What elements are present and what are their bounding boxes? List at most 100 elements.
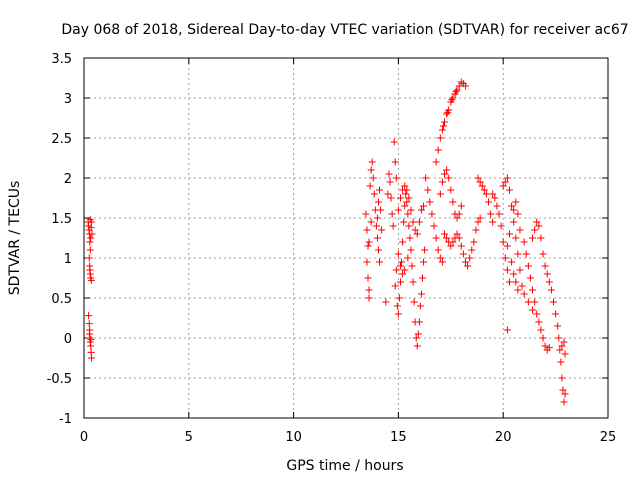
data-point: [86, 246, 94, 254]
data-point: [444, 108, 452, 116]
data-point: [387, 194, 395, 202]
data-point: [403, 186, 411, 194]
data-point: [395, 294, 403, 302]
data-point: [436, 134, 444, 142]
data-point: [413, 230, 421, 238]
data-point: [514, 250, 522, 258]
data-point: [539, 250, 547, 258]
data-point: [453, 214, 461, 222]
y-tick-label: 0.5: [51, 292, 72, 307]
data-point: [443, 234, 451, 242]
data-point: [545, 278, 553, 286]
data-point: [434, 246, 442, 254]
data-point: [560, 338, 568, 346]
data-point: [366, 182, 374, 190]
data-point: [364, 274, 372, 282]
data-point: [448, 96, 456, 104]
data-point: [543, 270, 551, 278]
data-point: [518, 282, 526, 290]
x-tick-label: 0: [80, 430, 88, 445]
data-point: [505, 230, 513, 238]
y-tick-label: 3.5: [51, 52, 72, 67]
chart-title: Day 068 of 2018, Sidereal Day-to-day VTE…: [61, 22, 628, 38]
data-point: [466, 254, 474, 262]
y-axis-label: SDTVAR / TECUs: [7, 181, 23, 296]
y-tick-label: 3: [64, 92, 72, 107]
data-point: [552, 310, 560, 318]
data-point: [85, 320, 93, 328]
data-point: [545, 344, 553, 352]
data-point: [485, 198, 493, 206]
data-point: [417, 290, 425, 298]
data-point: [503, 326, 511, 334]
data-point: [432, 158, 440, 166]
data-point: [441, 170, 449, 178]
data-point: [478, 182, 486, 190]
data-point: [88, 230, 96, 238]
data-point: [524, 262, 532, 270]
data-point: [470, 238, 478, 246]
data-point: [516, 226, 524, 234]
data-point: [555, 334, 563, 342]
data-point: [445, 174, 453, 182]
data-point: [409, 218, 417, 226]
data-point: [396, 278, 404, 286]
data-point: [533, 218, 541, 226]
plot-frame: [83, 57, 609, 419]
data-point: [554, 322, 562, 330]
data-point: [415, 318, 423, 326]
data-point: [424, 186, 432, 194]
data-point: [447, 242, 455, 250]
data-point: [438, 258, 446, 266]
data-point: [415, 218, 423, 226]
data-point: [394, 310, 402, 318]
data-point: [468, 246, 476, 254]
data-point: [85, 254, 93, 262]
data-point: [409, 278, 417, 286]
data-point: [439, 122, 447, 130]
data-point: [480, 186, 488, 194]
data-point: [522, 250, 530, 258]
data-point: [384, 190, 392, 198]
x-axis-label: GPS time / hours: [286, 458, 403, 474]
data-point: [449, 198, 457, 206]
data-point: [419, 274, 427, 282]
data-point: [402, 190, 410, 198]
y-tick-label: 1: [64, 252, 72, 267]
data-point: [87, 342, 95, 350]
data-point: [472, 226, 480, 234]
data-point: [441, 118, 449, 126]
data-point: [421, 246, 429, 254]
data-point: [461, 258, 469, 266]
data-point: [420, 258, 428, 266]
data-point: [457, 202, 465, 210]
data-point: [447, 186, 455, 194]
x-axis: 0 5 10 15 20 25: [80, 58, 616, 445]
data-point: [436, 254, 444, 262]
data-point: [476, 178, 484, 186]
data-point: [362, 210, 370, 218]
y-tick-label: 2: [64, 172, 72, 187]
data-point: [489, 190, 497, 198]
data-point: [373, 234, 381, 242]
grid-lines: [84, 58, 608, 418]
y-axis: -1 -0.5 0 0.5 1 1.5 2 2.5 3 3.5: [47, 52, 608, 427]
data-point: [505, 186, 513, 194]
data-point: [541, 262, 549, 270]
data-point: [524, 298, 532, 306]
data-point: [404, 210, 412, 218]
data-point: [420, 202, 428, 210]
data-point: [422, 174, 430, 182]
data-point: [461, 82, 469, 90]
data-point: [512, 234, 520, 242]
data-point: [489, 218, 497, 226]
data-point: [452, 88, 460, 96]
data-point: [493, 202, 501, 210]
data-point: [391, 158, 399, 166]
data-point: [401, 182, 409, 190]
data-point: [404, 254, 412, 262]
data-point: [365, 286, 373, 294]
data-point: [503, 242, 511, 250]
data-point: [505, 278, 513, 286]
